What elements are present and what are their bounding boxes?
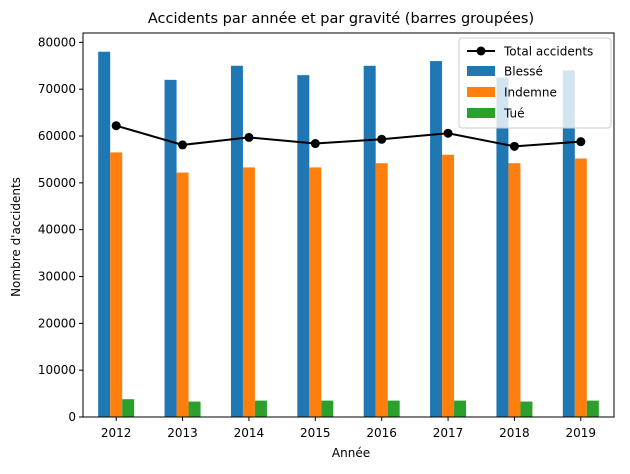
total-marker-2019 [576, 137, 586, 147]
plot-frame [82, 32, 615, 418]
bar-indemne-2018 [508, 163, 521, 417]
bar-bless--2019 [562, 70, 575, 418]
legend-swatch-bless- [467, 66, 495, 76]
bar-tu--2013 [188, 401, 201, 417]
x-tick-label: 2016 [366, 426, 397, 440]
legend-line-marker [476, 46, 486, 56]
chart-title: Accidents par année et par gravité (barr… [148, 11, 534, 27]
y-tick-label: 10000 [38, 363, 76, 377]
bar-indemne-2016 [375, 163, 388, 417]
bar-bless--2018 [496, 77, 509, 418]
y-axis-label: Nombre d'accidents [9, 177, 23, 297]
legend-label-total-accidents: Total accidents [503, 45, 593, 59]
x-axis-label: Année [332, 446, 370, 460]
bar-indemne-2014 [242, 167, 255, 417]
x-tick-label: 2012 [101, 426, 132, 440]
x-tick-label: 2014 [234, 426, 265, 440]
bar-tu--2019 [586, 400, 599, 417]
bar-bless--2016 [363, 65, 376, 417]
bar-indemne-2017 [442, 154, 455, 417]
bar-tu--2017 [454, 400, 467, 417]
legend: Total accidents Blessé Indemne Tué [458, 37, 612, 129]
x-tick-label: 2018 [499, 426, 530, 440]
y-tick-label: 20000 [38, 316, 76, 330]
bar-bless--2012 [98, 51, 111, 417]
bar-tu--2016 [387, 400, 400, 417]
bar-bless--2017 [430, 61, 443, 417]
bar-bless--2014 [230, 65, 243, 417]
bar-indemne-2015 [309, 167, 322, 417]
y-tick-label: 70000 [38, 82, 76, 96]
x-tick-label: 2019 [566, 426, 597, 440]
bar-tu--2015 [321, 400, 334, 417]
bar-bless--2013 [164, 79, 177, 417]
total-marker-2013 [178, 140, 188, 150]
bar-tu--2012 [122, 399, 135, 417]
y-tick-label: 0 [68, 410, 76, 424]
total-marker-2017 [443, 128, 453, 138]
x-tick-label: 2017 [433, 426, 464, 440]
total-marker-2014 [244, 132, 254, 142]
legend-swatch-indemne [467, 87, 495, 97]
legend-swatch-tu- [467, 108, 495, 118]
total-line [115, 124, 581, 148]
legend-label-tu-: Tué [503, 107, 525, 121]
y-tick-label: 40000 [38, 223, 76, 237]
legend-label-indemne: Indemne [504, 86, 557, 100]
bar-tu--2018 [520, 401, 533, 417]
y-tick-label: 30000 [38, 270, 76, 284]
bar-bless--2015 [297, 75, 310, 418]
y-tick-label: 50000 [38, 176, 76, 190]
y-tick-label: 80000 [38, 35, 76, 49]
x-tick-label: 2013 [167, 426, 198, 440]
plot-area: 0 10000 20000 30000 40000 50000 60000 70000 8000… [38, 32, 615, 440]
y-tick-label: 60000 [38, 129, 76, 143]
legend-label-bless-: Blessé [504, 65, 543, 79]
total-marker-2012 [111, 121, 121, 131]
total-marker-2015 [310, 139, 320, 149]
bar-indemne-2012 [110, 152, 123, 417]
total-marker-2016 [377, 134, 387, 144]
bar-tu--2014 [254, 400, 267, 417]
bar-indemne-2019 [574, 158, 587, 417]
bar-indemne-2013 [176, 172, 189, 417]
legend-box [458, 37, 612, 129]
total-marker-2018 [509, 141, 519, 151]
x-tick-label: 2015 [300, 426, 331, 440]
